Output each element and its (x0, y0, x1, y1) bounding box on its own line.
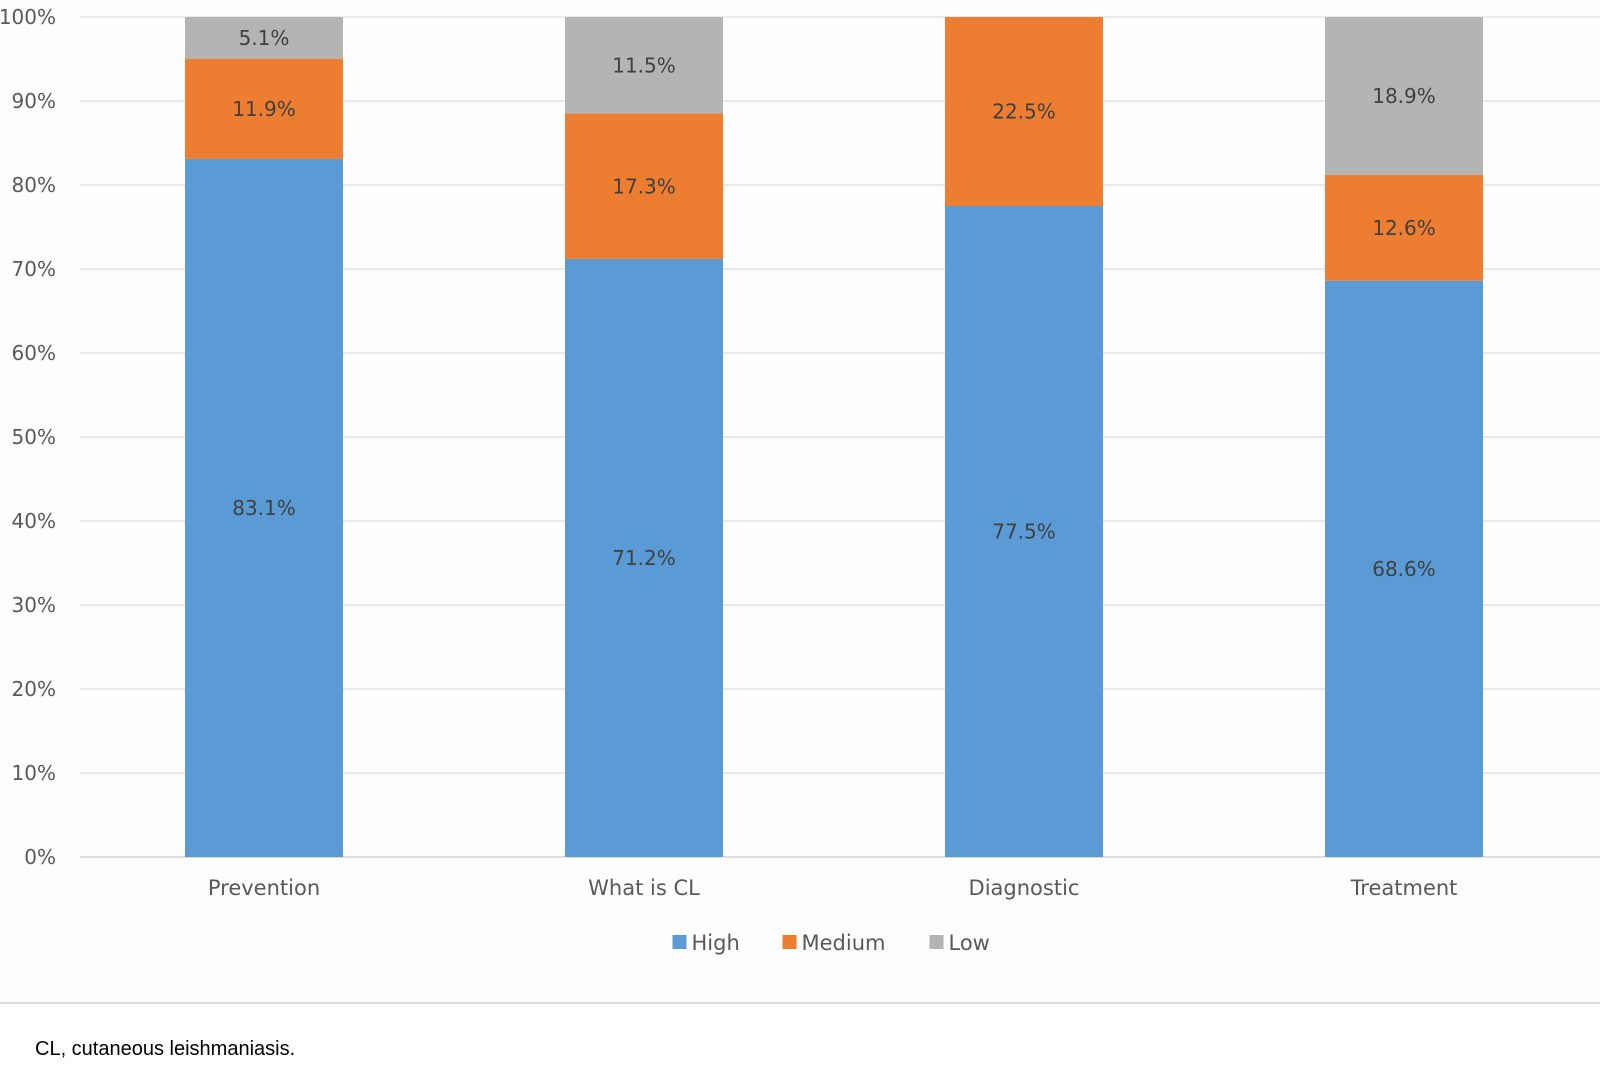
data-label: 77.5% (992, 520, 1056, 544)
x-category-label: What is CL (588, 876, 700, 900)
chart-area: 0% 10% 20% 30% 40% 50% 60% 70% 80% 90% 100% 83.1% 11… (0, 5, 1600, 1004)
data-label: 71.2% (612, 546, 676, 570)
data-label: 83.1% (232, 496, 296, 520)
bar-high (1325, 280, 1483, 857)
data-label: 68.6% (1372, 557, 1436, 581)
legend-swatch-low (929, 935, 944, 949)
legend-label-low: Low (949, 931, 990, 955)
legend-label-medium: Medium (802, 931, 886, 955)
y-tick-label: 0% (24, 845, 56, 869)
bar-low (185, 17, 343, 59)
bar-medium (185, 59, 343, 159)
y-tick-label: 100% (0, 5, 56, 29)
y-tick-label: 90% (12, 89, 56, 113)
y-tick-label: 70% (12, 257, 56, 281)
y-tick-label: 10% (12, 761, 56, 785)
data-label: 18.9% (1372, 84, 1436, 108)
data-label: 11.5% (612, 53, 676, 77)
y-tick-label: 20% (12, 677, 56, 701)
footnote: CL, cutaneous leishmaniasis. (35, 1038, 296, 1060)
bar-medium (945, 17, 1103, 206)
y-tick-label: 50% (12, 425, 56, 449)
bar-low (565, 17, 723, 114)
bar-high (565, 258, 723, 857)
legend-swatch-high (672, 935, 687, 949)
data-label: 22.5% (992, 100, 1056, 124)
y-tick-label: 80% (12, 173, 56, 197)
bar-medium (1325, 174, 1483, 281)
legend-label-high: High (692, 931, 740, 955)
bar-high (185, 158, 343, 857)
bar-low (1325, 17, 1483, 175)
data-label: 17.3% (612, 174, 676, 198)
x-category-label: Prevention (208, 876, 320, 900)
data-label: 5.1% (239, 26, 290, 50)
y-tick-label: 60% (12, 341, 56, 365)
data-label: 11.9% (232, 97, 296, 121)
x-category-label: Treatment (1350, 876, 1458, 900)
stacked-bar-chart: 0% 10% 20% 30% 40% 50% 60% 70% 80% 90% 100% 83.1% 11… (0, 5, 1600, 955)
data-label: 12.6% (1372, 216, 1436, 240)
y-tick-label: 40% (12, 509, 56, 533)
x-category-label: Diagnostic (969, 876, 1080, 900)
bar-high (945, 206, 1103, 857)
legend-swatch-medium (782, 935, 797, 949)
y-tick-label: 30% (12, 593, 56, 617)
bar-medium (565, 113, 723, 259)
